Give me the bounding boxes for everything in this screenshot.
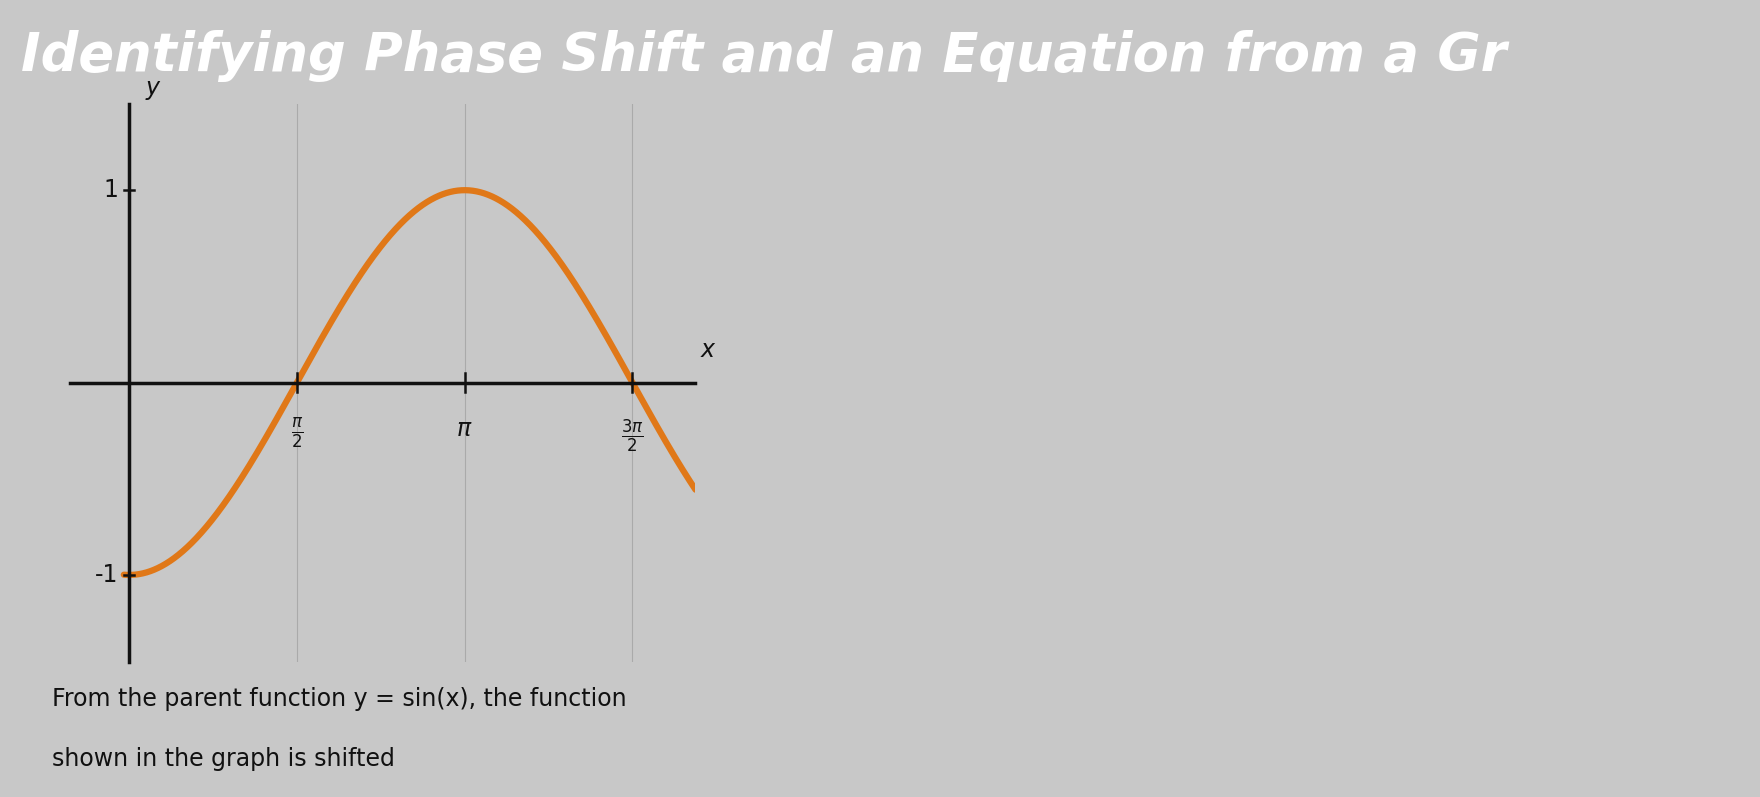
- Text: y: y: [144, 76, 158, 100]
- Text: 1: 1: [104, 179, 118, 202]
- Text: $\frac{\pi}{2}$: $\frac{\pi}{2}$: [290, 417, 303, 451]
- Text: Identifying Phase Shift and an Equation from a Gr: Identifying Phase Shift and an Equation …: [21, 30, 1507, 82]
- Text: $\frac{3\pi}{2}$: $\frac{3\pi}{2}$: [621, 417, 644, 454]
- Text: shown in the graph is shifted: shown in the graph is shifted: [51, 747, 394, 771]
- Text: x: x: [700, 338, 715, 362]
- Text: -1: -1: [95, 563, 118, 587]
- Text: $\pi$: $\pi$: [456, 417, 473, 442]
- Text: From the parent function y = sin(x), the function: From the parent function y = sin(x), the…: [51, 688, 627, 712]
